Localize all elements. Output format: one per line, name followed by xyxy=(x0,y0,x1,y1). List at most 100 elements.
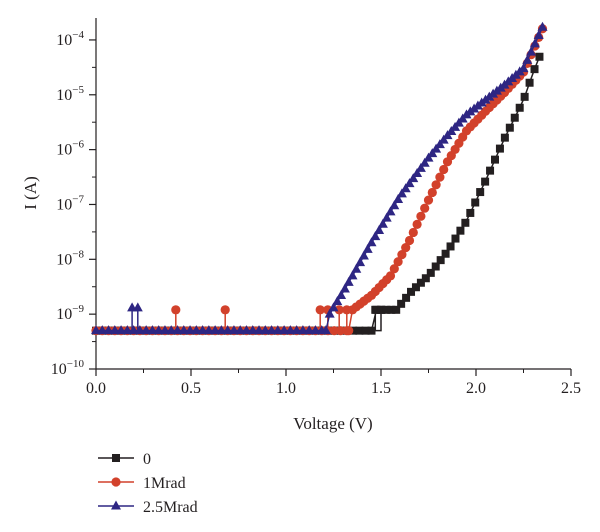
data-point-square xyxy=(431,262,440,271)
data-point-triangle xyxy=(419,157,430,167)
data-point-square xyxy=(481,177,490,186)
data-point-triangle xyxy=(254,325,265,335)
data-point-square xyxy=(505,123,514,132)
data-point-circle xyxy=(397,250,407,260)
data-point-triangle xyxy=(132,302,143,312)
data-point-triangle xyxy=(529,38,540,48)
data-point-circle xyxy=(389,264,399,274)
legend-label-0: 0 xyxy=(143,451,151,468)
data-point-square xyxy=(377,305,386,314)
x-tick-label: 1.5 xyxy=(371,380,391,397)
data-point-square xyxy=(530,65,539,74)
data-point-triangle xyxy=(412,167,423,177)
data-point-square xyxy=(495,144,504,153)
data-point-square xyxy=(355,326,364,335)
y-tick-label: 10−6 xyxy=(56,139,84,159)
data-point-triangle xyxy=(141,325,152,335)
data-point-triangle xyxy=(324,308,335,318)
data-point-circle xyxy=(344,326,354,336)
legend-marker-circle xyxy=(111,477,121,487)
series-line xyxy=(96,56,541,332)
x-axis-title: Voltage (V) xyxy=(293,414,372,433)
data-point-triangle xyxy=(393,194,404,204)
data-point-triangle xyxy=(178,325,189,335)
data-point-triangle xyxy=(328,302,339,312)
data-point-square xyxy=(402,293,411,302)
y-tick-label: 10−10 xyxy=(51,358,85,378)
data-point-square xyxy=(421,274,430,283)
data-point-triangle xyxy=(272,325,283,335)
data-point-triangle xyxy=(122,325,133,335)
data-point-triangle xyxy=(370,231,381,241)
data-point-triangle xyxy=(339,283,350,293)
data-point-triangle xyxy=(97,325,108,335)
data-point-square xyxy=(520,92,529,101)
data-point-triangle xyxy=(159,325,170,335)
series-1mrad xyxy=(91,24,548,336)
data-point-triangle xyxy=(222,325,233,335)
data-point-triangle xyxy=(134,325,145,335)
data-point-triangle xyxy=(260,325,271,335)
legend-marker-triangle xyxy=(111,500,121,510)
data-point-triangle xyxy=(351,263,362,273)
data-point-triangle xyxy=(297,325,308,335)
data-point-triangle xyxy=(396,188,407,198)
data-point-square xyxy=(446,242,455,251)
x-tick-label: 1.0 xyxy=(276,380,296,397)
x-tick-label: 0.5 xyxy=(181,380,201,397)
data-point-circle xyxy=(416,211,426,221)
y-tick-label: 10−7 xyxy=(56,193,84,213)
legend-entry-0: 0 xyxy=(98,451,151,468)
data-point-circle xyxy=(412,219,422,229)
legend-entry-1mrad: 1Mrad xyxy=(98,475,186,492)
data-point-square xyxy=(491,155,499,164)
data-point-circle xyxy=(334,305,344,315)
data-point-triangle xyxy=(279,325,290,335)
data-point-circle xyxy=(408,227,418,238)
x-tick-label: 2.5 xyxy=(561,380,581,397)
data-point-triangle xyxy=(109,325,120,335)
data-point-square xyxy=(397,299,406,308)
data-point-triangle xyxy=(91,325,101,335)
data-point-triangle xyxy=(385,206,396,216)
data-point-triangle xyxy=(389,200,400,210)
data-point-triangle xyxy=(408,173,419,183)
data-point-square xyxy=(461,218,470,227)
data-point-triangle xyxy=(355,257,366,267)
data-point-triangle xyxy=(533,30,544,40)
data-point-circle xyxy=(171,305,181,315)
data-point-circle xyxy=(423,195,434,205)
data-point-circle xyxy=(220,305,230,315)
data-point-triangle xyxy=(415,162,426,172)
data-point-triangle xyxy=(404,178,415,188)
legend: 0 1Mrad 2.5Mrad xyxy=(98,451,198,516)
data-point-square xyxy=(441,249,450,258)
data-point-triangle xyxy=(336,289,347,299)
data-point-triangle xyxy=(210,325,221,335)
data-point-square xyxy=(471,198,480,207)
data-point-triangle xyxy=(358,250,369,260)
data-point-triangle xyxy=(197,325,208,335)
series-line xyxy=(96,26,544,332)
data-point-square xyxy=(486,166,495,175)
series-line xyxy=(96,28,544,332)
data-point-square xyxy=(387,305,396,314)
data-point-triangle xyxy=(235,325,246,335)
data-point-triangle xyxy=(310,325,321,335)
data-point-square xyxy=(411,283,420,292)
data-point-triangle xyxy=(400,183,411,193)
data-point-triangle xyxy=(526,46,537,56)
data-series xyxy=(91,21,548,336)
y-tick-label: 10−5 xyxy=(56,84,84,104)
data-point-triangle xyxy=(377,218,388,228)
data-point-triangle xyxy=(332,296,343,306)
data-point-triangle xyxy=(116,325,127,335)
data-point-triangle xyxy=(228,325,239,335)
data-point-circle xyxy=(435,172,445,182)
data-point-square xyxy=(382,305,391,314)
data-point-triangle xyxy=(153,325,164,335)
tick-labels: 0.0 0.5 1.0 1.5 2.0 2.5 10−10 10−9 10−8 10−7 10−6 1… xyxy=(51,29,581,397)
data-point-square xyxy=(466,208,475,217)
data-point-triangle xyxy=(366,237,377,247)
data-point-triangle xyxy=(522,54,533,64)
